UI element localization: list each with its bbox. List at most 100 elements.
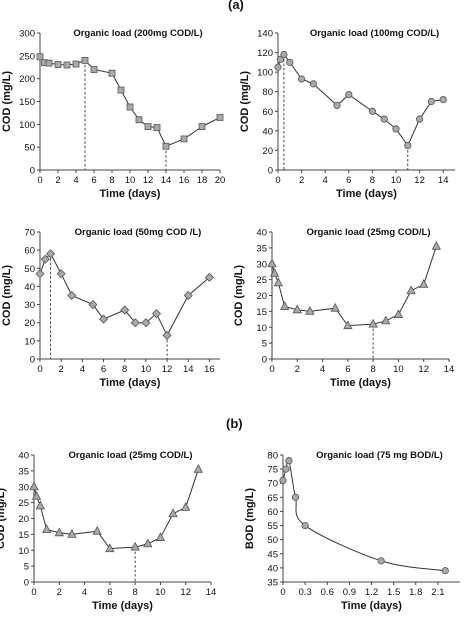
data-point xyxy=(441,567,449,575)
y-axis-label: COD (mg/L) xyxy=(0,488,7,549)
data-point xyxy=(92,525,102,535)
y-tick-label: 35 xyxy=(256,243,267,254)
data-point xyxy=(126,103,134,111)
y-axis-label: COD (mg/L) xyxy=(1,265,13,326)
data-point xyxy=(120,305,130,315)
y-tick-label: 20 xyxy=(256,291,267,302)
x-tick-label: 20 xyxy=(215,175,226,186)
data-point xyxy=(305,306,315,315)
series-line xyxy=(39,252,210,337)
chart-1: 0 50 100 150 200 250 300 0 2 4 6 8 10 12 14 16 18 20 Time … xyxy=(1,28,225,200)
data-point xyxy=(282,465,290,473)
data-point xyxy=(67,290,77,301)
y-tick-label: 40 xyxy=(18,451,29,462)
x-axis-label: Time (days) xyxy=(330,377,391,389)
data-point xyxy=(35,500,45,510)
chart-6: 35 40 45 50 55 60 65 70 75 80 0 0.3 0.6 0.9 1.2 1.5 1.8 2… xyxy=(244,450,460,612)
chart-title: Organic load (25mg COD/L) xyxy=(68,450,192,461)
data-point xyxy=(31,490,42,500)
x-tick-label: 8 xyxy=(370,364,375,375)
data-point xyxy=(46,249,56,259)
x-tick-label: 6 xyxy=(346,175,351,186)
x-tick-label: 8 xyxy=(370,175,375,186)
x-tick-label: 8 xyxy=(109,175,114,186)
chart-title: Organic load (50mg COD /L) xyxy=(75,227,202,238)
data-point xyxy=(415,115,424,123)
data-point xyxy=(180,135,188,143)
x-tick-label: 6 xyxy=(91,175,96,186)
chart-title: Organic load (200mg COD/L) xyxy=(73,28,202,39)
x-tick-label: 14 xyxy=(183,364,194,375)
y-tick-label: 80 xyxy=(262,87,273,98)
y-tick-label: 200 xyxy=(19,74,35,85)
data-point xyxy=(431,240,442,250)
data-point xyxy=(108,69,116,77)
x-tick-label: 10 xyxy=(141,364,152,375)
data-point xyxy=(381,315,391,325)
x-tick-label: 2 xyxy=(57,587,62,598)
series-line xyxy=(277,53,444,147)
data-point xyxy=(343,320,353,330)
data-point xyxy=(117,86,125,94)
y-tick-label: 120 xyxy=(257,48,273,59)
data-point xyxy=(279,301,290,311)
data-point xyxy=(67,529,77,538)
chart-title: Organic load (75 mg BOD/L) xyxy=(316,450,443,461)
y-tick-label: 0 xyxy=(262,355,267,366)
data-point xyxy=(285,457,293,465)
data-point xyxy=(54,61,62,68)
data-point xyxy=(36,53,44,61)
data-point xyxy=(439,95,447,104)
y-tick-label: 60 xyxy=(24,246,35,257)
x-tick-label: 2.1 xyxy=(431,587,444,598)
x-tick-label: 1.2 xyxy=(365,587,378,598)
data-point xyxy=(269,267,280,277)
y-tick-label: 45 xyxy=(267,549,278,560)
x-tick-label: 16 xyxy=(179,175,190,186)
y-tick-label: 5 xyxy=(262,339,267,350)
y-tick-label: 35 xyxy=(18,466,29,477)
data-point xyxy=(204,272,214,282)
x-tick-label: 18 xyxy=(197,175,208,186)
x-tick-label: 14 xyxy=(161,175,172,186)
x-tick-label: 10 xyxy=(125,175,136,186)
x-tick-label: 0.9 xyxy=(343,587,356,598)
y-tick-label: 20 xyxy=(262,146,273,157)
series-line xyxy=(33,469,199,550)
y-tick-label: 60 xyxy=(267,507,278,518)
x-tick-label: 4 xyxy=(82,587,87,598)
series-line xyxy=(271,246,437,327)
x-tick-label: 14 xyxy=(444,364,455,375)
y-tick-label: 30 xyxy=(24,300,35,311)
x-tick-label: 12 xyxy=(418,364,429,375)
x-tick-label: 2 xyxy=(59,364,64,375)
x-tick-label: 0 xyxy=(275,175,280,186)
data-point xyxy=(267,258,277,268)
y-tick-label: 35 xyxy=(267,578,278,589)
data-point xyxy=(130,318,140,328)
data-point xyxy=(72,60,80,68)
data-point xyxy=(162,330,172,340)
y-tick-label: 40 xyxy=(262,126,273,137)
x-tick-label: 0 xyxy=(37,364,42,375)
data-point xyxy=(181,502,191,511)
data-point xyxy=(392,125,400,133)
data-point xyxy=(168,508,178,518)
y-tick-label: 150 xyxy=(19,97,35,108)
x-tick-label: 10 xyxy=(155,587,166,598)
data-point xyxy=(368,107,376,115)
data-point xyxy=(292,304,302,314)
x-tick-label: 0.6 xyxy=(321,587,334,598)
data-point xyxy=(286,58,294,66)
panel-label-a: (a) xyxy=(228,0,244,12)
data-point xyxy=(143,538,153,548)
y-tick-label: 80 xyxy=(267,451,278,462)
data-point xyxy=(380,115,388,123)
y-tick-label: 50 xyxy=(24,264,35,275)
x-tick-label: 0 xyxy=(31,587,36,598)
data-point xyxy=(130,541,140,551)
y-tick-label: 40 xyxy=(256,228,267,239)
data-point xyxy=(183,290,193,301)
